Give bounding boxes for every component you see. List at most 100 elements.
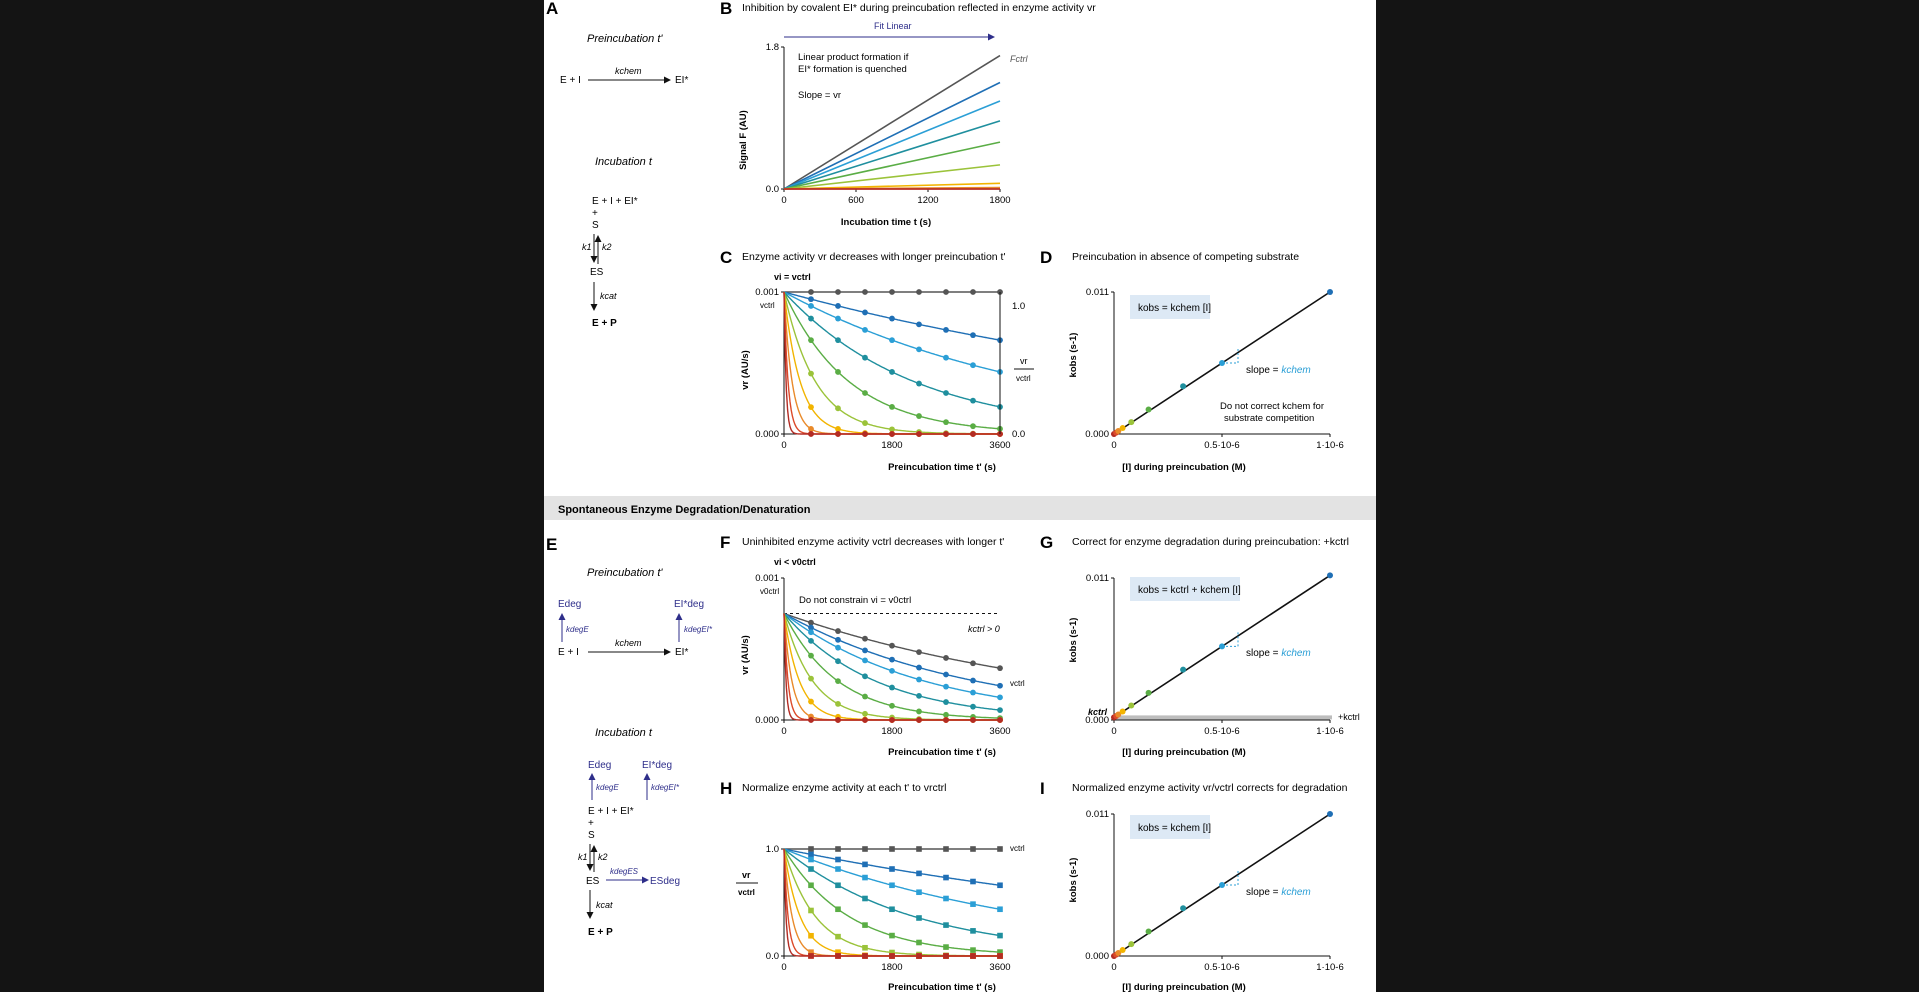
eideg-label-2: EI*deg	[642, 760, 672, 771]
incubation-title: Incubation t	[595, 156, 653, 168]
data-point	[862, 327, 868, 333]
data-point	[970, 677, 976, 684]
data-point	[808, 675, 814, 682]
panel-b-title: Inhibition by covalent EI* during preinc…	[742, 2, 1096, 14]
data-point	[1327, 811, 1333, 817]
section-band-label: Spontaneous Enzyme Degradation/Denaturat…	[558, 504, 811, 516]
data-point	[970, 689, 976, 696]
data-point	[835, 644, 841, 651]
y-axis-label: vr (AU/s)	[740, 635, 751, 675]
series-curve	[783, 848, 1001, 910]
data-point	[1115, 711, 1122, 718]
kdegei-label: kdegEI*	[684, 625, 713, 634]
data-point	[943, 327, 949, 333]
data-point	[808, 698, 814, 705]
x-tick-label: 600	[848, 195, 864, 206]
x-tick-label: 1200	[917, 195, 938, 206]
edeg-label-2: Edeg	[588, 760, 611, 771]
data-point	[1327, 289, 1333, 295]
data-point	[808, 846, 814, 852]
data-point	[997, 665, 1003, 672]
data-point	[916, 346, 922, 353]
kdege-label-2: kdegE	[596, 783, 619, 792]
data-point	[808, 652, 814, 659]
y-axis-label: kobs (s-1)	[1068, 858, 1079, 903]
data-point	[862, 874, 868, 881]
panel-f: Uninhibited enzyme activity vctrl decrea…	[740, 536, 1025, 758]
panel-h-title: Normalize enzyme activity at each t' to …	[742, 782, 946, 794]
substrate-label: S	[592, 220, 599, 231]
data-point	[889, 667, 895, 674]
series-line	[783, 100, 1001, 190]
data-point	[808, 296, 814, 303]
data-point	[997, 707, 1003, 714]
x-axis-label: [I] during preincubation (M)	[1122, 747, 1245, 758]
data-point	[1145, 406, 1152, 413]
data-point	[808, 637, 814, 644]
y-tick-label: 0.000	[1085, 429, 1109, 440]
data-point	[808, 882, 814, 889]
kdegei-label-2: kdegEI*	[651, 783, 680, 792]
data-point	[997, 882, 1003, 889]
x-tick-label: 0	[1111, 962, 1116, 973]
data-point	[943, 419, 949, 426]
slope-label: slope = kchem	[1246, 365, 1311, 376]
data-point	[808, 624, 814, 631]
data-point	[889, 953, 895, 959]
data-point	[835, 315, 841, 322]
data-point	[1145, 928, 1152, 935]
data-point	[808, 907, 814, 914]
panel-b: Inhibition by covalent EI* during preinc…	[738, 2, 1096, 228]
x-tick-label: 0.5·10-6	[1204, 726, 1239, 737]
data-point	[943, 390, 949, 396]
data-point	[862, 289, 868, 295]
data-point	[916, 953, 922, 959]
figure-sheet: Spontaneous Enzyme Degradation/Denaturat…	[544, 0, 1376, 992]
right-axis-numerator: vr	[1020, 356, 1028, 366]
y-tick-label: 0.001	[755, 573, 779, 584]
kdege-label: kdegE	[566, 625, 589, 634]
formula-text: kobs = kchem [I]	[1138, 303, 1211, 314]
panel-h: Normalize enzyme activity at each t' to …	[736, 782, 1025, 992]
data-point	[835, 882, 841, 889]
data-point	[808, 619, 814, 626]
series-curve	[783, 291, 1000, 435]
top-note: vi = vctrl	[774, 272, 811, 282]
panel-label-d: D	[1040, 248, 1052, 267]
y-axis-label: kobs (s-1)	[1068, 618, 1079, 663]
plot-g: 0 0.5·10-6 1·10-6 0.000 0.011	[1085, 572, 1344, 737]
data-point	[862, 710, 868, 717]
data-point	[997, 953, 1003, 959]
data-point	[916, 692, 922, 699]
data-point	[835, 953, 841, 959]
fctrl-label: Fctrl	[1010, 54, 1028, 64]
series-line	[783, 164, 1001, 190]
kctrl-band	[1114, 715, 1332, 720]
data-point	[943, 953, 949, 959]
data-point	[835, 717, 841, 723]
data-point	[943, 944, 949, 950]
panel-label-c: C	[720, 248, 732, 267]
es-label: ES	[590, 267, 604, 278]
x-tick-label: 0	[781, 440, 786, 451]
data-point	[1145, 689, 1152, 696]
data-point	[943, 289, 949, 295]
data-point	[916, 939, 922, 946]
slope-triangle	[1222, 632, 1239, 647]
series-curve	[783, 291, 1001, 373]
data-point	[889, 337, 895, 344]
data-point	[943, 846, 949, 852]
data-point	[970, 423, 976, 430]
slope-label: slope = kchem	[1246, 887, 1311, 898]
figure-canvas: Spontaneous Enzyme Degradation/Denaturat…	[544, 0, 1376, 992]
plot-b: 0 600 1200 1800 0.0 1.8	[766, 42, 1011, 206]
x-axis-label: Preincubation time t' (s)	[888, 747, 996, 758]
x-tick-label: 1800	[881, 726, 902, 737]
data-point	[808, 431, 814, 437]
fit-linear-label: Fit Linear	[874, 21, 912, 31]
panel-d: Preincubation in absence of competing su…	[1068, 251, 1344, 473]
formula-text: kobs = kctrl + kchem [I]	[1138, 585, 1241, 596]
data-point	[970, 947, 976, 953]
right-tick-label: 0.0	[1012, 429, 1025, 440]
series-curve	[783, 291, 1000, 435]
